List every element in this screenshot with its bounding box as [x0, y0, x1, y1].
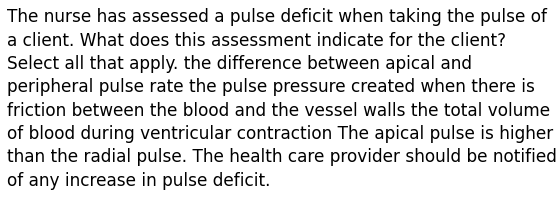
Text: The nurse has assessed a pulse deficit when taking the pulse of
a client. What d: The nurse has assessed a pulse deficit w… [7, 8, 556, 190]
